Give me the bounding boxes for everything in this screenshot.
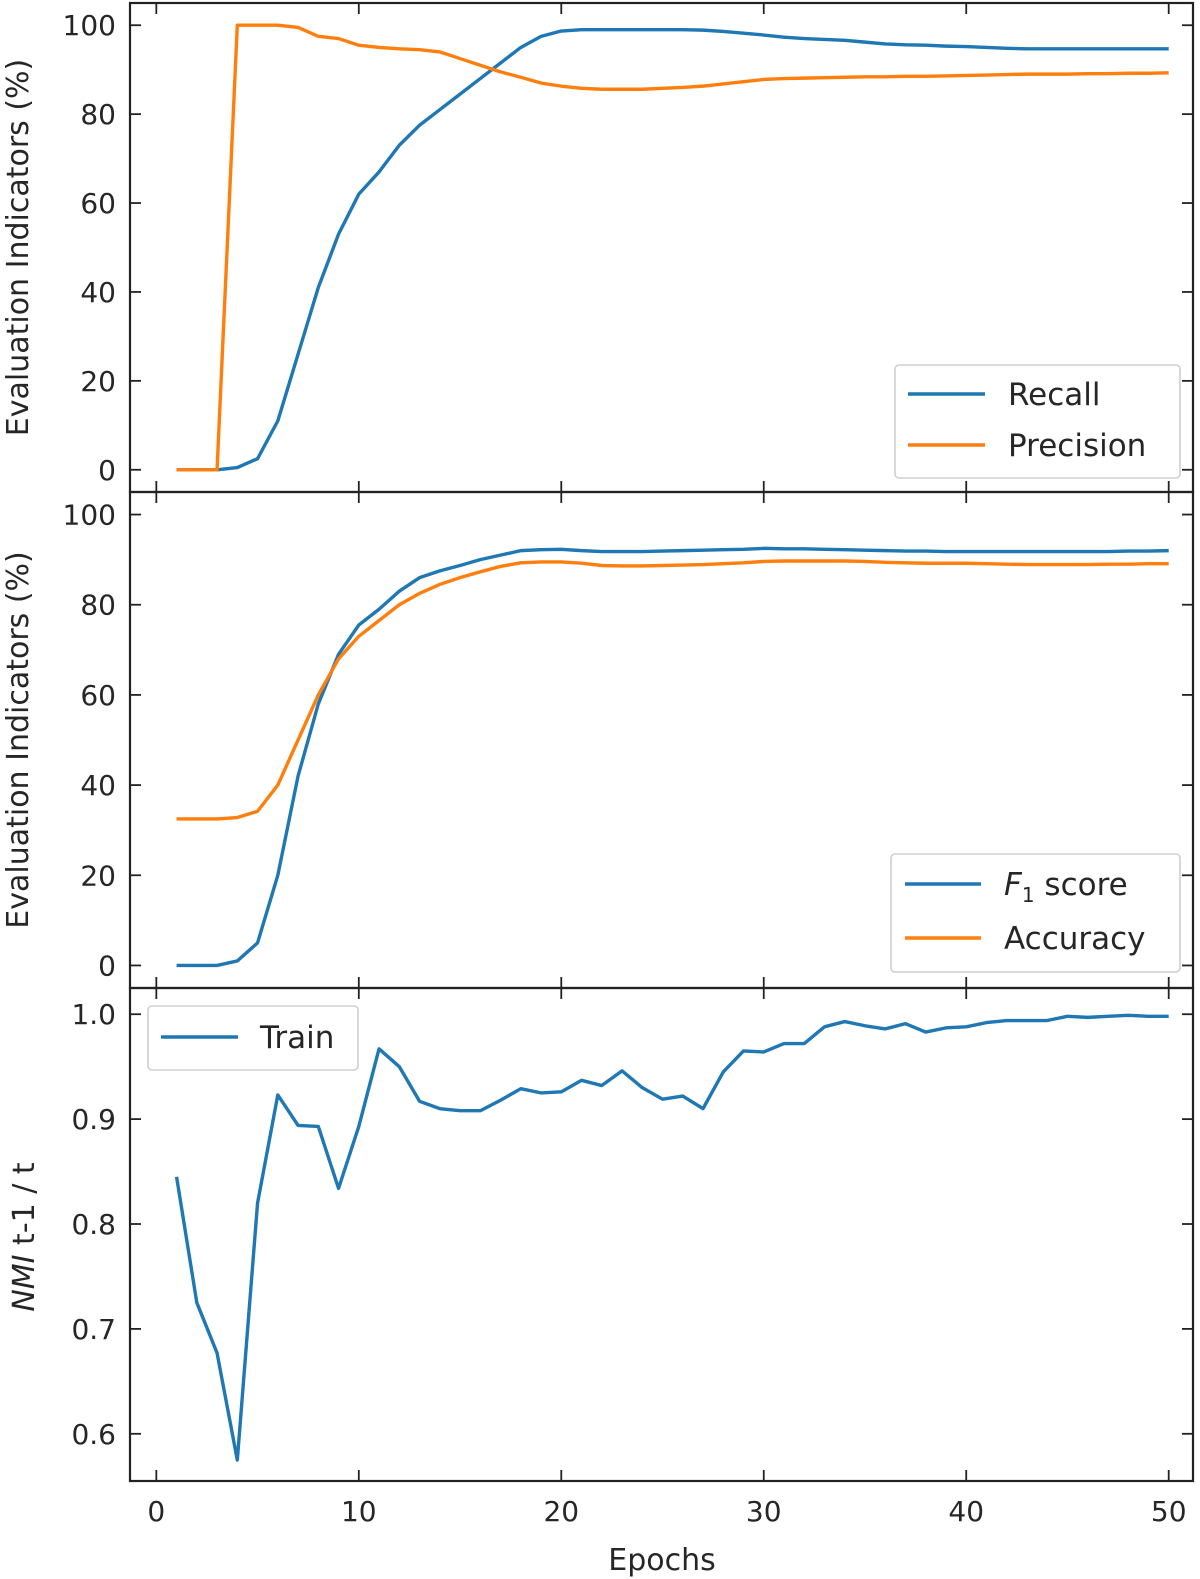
series-line-accuracy: [176, 559, 1169, 821]
x-axis-label: Epochs: [608, 1543, 716, 1578]
legend-label-precision: Precision: [1008, 428, 1146, 464]
y-tick-label-20: 20: [80, 859, 116, 892]
panel-nmi-train: 0 10 20 30 40 50 0.6 0.7 0.8 0.9 1.0 NMI t-1 / t E…: [7, 986, 1195, 1578]
series-line-recall: [176, 27, 1169, 472]
series-line-f1-score: [176, 546, 1169, 968]
y-tick-label-0-6: 0.6: [71, 1418, 116, 1451]
y-tick-label-0: 0: [98, 949, 116, 982]
x-tick-label-40: 40: [948, 1495, 984, 1528]
legend-label-recall: Recall: [1008, 377, 1101, 413]
x-tick-label-20: 20: [543, 1495, 579, 1528]
panel-3-legend: Train: [147, 1005, 359, 1071]
y-tick-label-0-9: 0.9: [71, 1103, 116, 1136]
y-tick-label-80: 80: [80, 589, 116, 622]
panel-2-series: [176, 546, 1169, 968]
panel-3-y-axis-label: NMI t-1 / t: [7, 1162, 42, 1312]
legend-label-f1-score-text: score: [1035, 867, 1128, 903]
panel-2-legend: F1 score Accuracy: [890, 853, 1181, 973]
panel-1-legend: Recall Precision: [894, 364, 1181, 479]
y-tick-label-0-8: 0.8: [71, 1208, 116, 1241]
x-tick-label-10: 10: [341, 1495, 377, 1528]
x-tick-label-50: 50: [1151, 1495, 1187, 1528]
panel-3-series: [174, 1013, 1169, 1462]
y-tick-label-60: 60: [80, 187, 116, 220]
y-tick-label-0-7: 0.7: [71, 1313, 116, 1346]
panel-1-series: [176, 23, 1169, 472]
legend-label-train: Train: [259, 1020, 334, 1056]
y-tick-label-40: 40: [80, 276, 116, 309]
y-tick-label-80: 80: [80, 98, 116, 131]
panel-2-y-axis-label: Evaluation Indicators (%): [1, 551, 36, 928]
y-tick-label-20: 20: [80, 365, 116, 398]
x-tick-label-0: 0: [147, 1495, 165, 1528]
y-tick-label-100: 100: [63, 499, 116, 532]
panel-1-ticks: 0 20 40 60 80 100: [63, 3, 1193, 492]
panel-3-frame: [128, 986, 1195, 1483]
panel-recall-precision: 0 20 40 60 80 100 Evaluation Indicators (%) R…: [1, 1, 1195, 494]
legend-label-f1-score: F1 score: [1004, 867, 1128, 907]
series-line-train: [174, 1013, 1169, 1462]
panel-3-ticks: 0 10 20 30 40 50 0.6 0.7 0.8 0.9 1.0: [71, 988, 1193, 1528]
y-tick-label-1: 1.0: [71, 998, 116, 1031]
panel-2-ticks: 0 20 40 60 80 100: [63, 492, 1193, 988]
x-tick-label-30: 30: [746, 1495, 782, 1528]
y-tick-label-60: 60: [80, 679, 116, 712]
y-tick-label-100: 100: [63, 9, 116, 42]
series-line-precision: [176, 23, 1169, 472]
panel-f1-accuracy: 0 20 40 60 80 100 Evaluation Indicators (%) F…: [1, 490, 1195, 990]
panel-3-legend-box: [147, 1005, 359, 1071]
legend-label-accuracy: Accuracy: [1004, 921, 1146, 957]
y-tick-label-0: 0: [98, 454, 116, 487]
panel-1-y-axis-label: Evaluation Indicators (%): [1, 59, 36, 436]
y-tick-label-40: 40: [80, 769, 116, 802]
